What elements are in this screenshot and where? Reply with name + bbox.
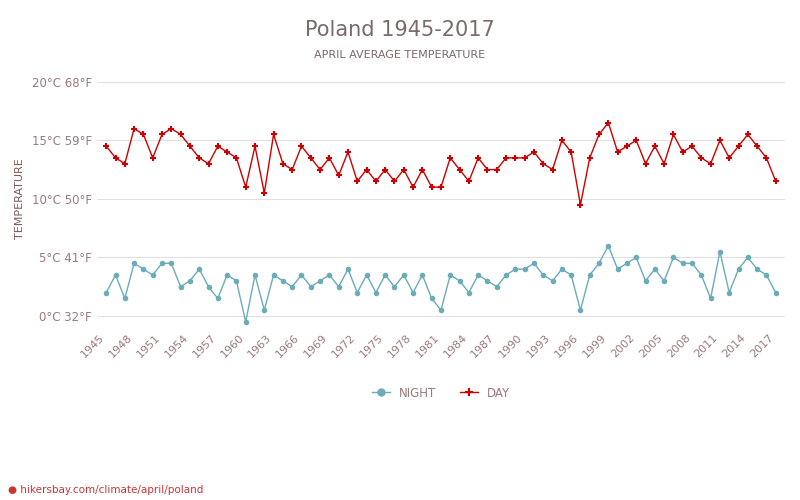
Y-axis label: TEMPERATURE: TEMPERATURE <box>15 158 25 239</box>
Text: ● hikersbay.com/climate/april/poland: ● hikersbay.com/climate/april/poland <box>8 485 203 495</box>
Text: APRIL AVERAGE TEMPERATURE: APRIL AVERAGE TEMPERATURE <box>314 50 486 60</box>
Legend: NIGHT, DAY: NIGHT, DAY <box>367 382 515 404</box>
Text: Poland 1945-2017: Poland 1945-2017 <box>305 20 495 40</box>
